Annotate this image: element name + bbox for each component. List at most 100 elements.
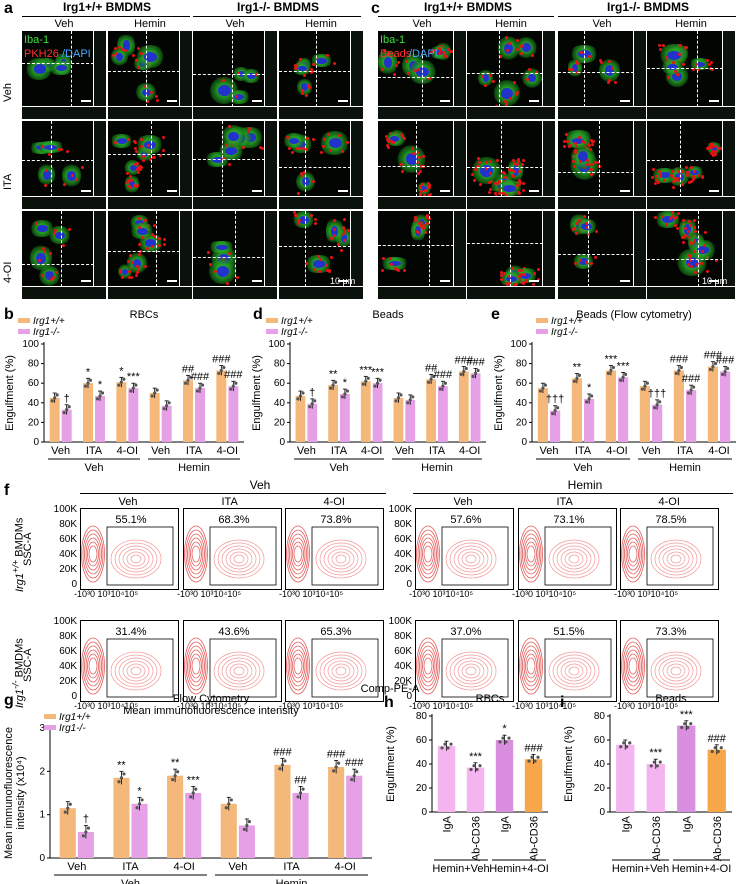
significance-mark: *** bbox=[371, 366, 385, 378]
particle bbox=[689, 255, 693, 259]
bar bbox=[149, 393, 160, 442]
f-ytick: 20K bbox=[394, 676, 412, 687]
contour-right bbox=[130, 666, 142, 676]
data-point bbox=[551, 411, 555, 416]
particle bbox=[594, 229, 598, 233]
data-point bbox=[711, 364, 715, 369]
flow-contours: 73.8% bbox=[286, 514, 379, 586]
particle bbox=[522, 189, 526, 193]
particle bbox=[579, 51, 583, 55]
significance-mark: ### bbox=[212, 354, 231, 366]
particle bbox=[588, 148, 592, 152]
contour-right bbox=[335, 666, 347, 676]
contour-right bbox=[126, 551, 146, 567]
particle bbox=[513, 161, 517, 165]
data-point bbox=[131, 386, 135, 390]
f-rule-veh bbox=[80, 493, 386, 494]
particle bbox=[574, 59, 578, 63]
data-point bbox=[296, 795, 300, 799]
particle bbox=[140, 137, 144, 141]
f-ytick: 60K bbox=[59, 534, 77, 545]
orthogonal-view bbox=[350, 31, 363, 119]
c-stain-iba1: Iba-1 bbox=[380, 34, 406, 46]
particle bbox=[438, 52, 442, 56]
data-point bbox=[449, 742, 453, 746]
data-point bbox=[195, 389, 200, 393]
flow-contours: 57.6% bbox=[416, 514, 509, 586]
orthogonal-view bbox=[279, 195, 363, 209]
particle bbox=[709, 151, 713, 155]
panel-label-h: h bbox=[384, 694, 394, 711]
legend-label: Irg1-/- bbox=[59, 723, 86, 734]
f-xtick: -10³0 10³10⁴10⁵ bbox=[74, 701, 139, 711]
data-point bbox=[361, 382, 365, 386]
chart-e-beads-flow: Beads (Flow cytometry) 0 20 40 60 80 100 Engulf… bbox=[493, 309, 736, 474]
contour-left bbox=[187, 645, 205, 687]
particle bbox=[676, 226, 680, 230]
micrograph-a bbox=[193, 211, 277, 299]
crosshair-h bbox=[279, 245, 352, 247]
bar bbox=[228, 386, 239, 442]
contour-left bbox=[522, 645, 540, 687]
significance-mark: † bbox=[83, 814, 89, 826]
particle bbox=[495, 158, 499, 162]
particle bbox=[676, 177, 680, 181]
particle bbox=[383, 49, 387, 53]
particle bbox=[709, 66, 713, 70]
particle bbox=[508, 41, 512, 45]
particle bbox=[502, 272, 506, 276]
particle bbox=[128, 175, 132, 179]
particle bbox=[419, 224, 423, 228]
contour-left bbox=[87, 653, 99, 679]
contour-left bbox=[289, 645, 307, 687]
data-point bbox=[173, 774, 177, 778]
particle bbox=[513, 170, 517, 174]
y-label: Mean immunofluorescence bbox=[3, 727, 15, 859]
data-point bbox=[396, 396, 401, 400]
particle bbox=[709, 146, 713, 150]
scale-bar bbox=[166, 280, 177, 283]
scale-bar bbox=[337, 100, 348, 103]
y-tick-label: 80 bbox=[594, 711, 606, 722]
particle bbox=[136, 65, 140, 69]
micrograph-c bbox=[647, 211, 735, 299]
crosshair-v bbox=[415, 121, 417, 197]
particle bbox=[137, 267, 141, 271]
significance-mark: *** bbox=[680, 709, 694, 721]
bar bbox=[346, 775, 363, 858]
data-point bbox=[298, 791, 303, 795]
particle bbox=[136, 265, 140, 268]
y-tick-label: 0 bbox=[39, 853, 45, 864]
significance-mark: ## bbox=[294, 775, 307, 787]
data-point bbox=[122, 772, 126, 776]
data-point bbox=[687, 391, 691, 395]
data-point bbox=[621, 375, 625, 379]
data-point bbox=[674, 371, 678, 375]
f-col-label: 4-OI bbox=[323, 496, 345, 508]
contour-right bbox=[666, 663, 686, 679]
particle bbox=[113, 46, 117, 50]
crosshair-v bbox=[499, 31, 501, 107]
contour-right bbox=[568, 554, 580, 564]
scale-bar bbox=[620, 100, 631, 103]
a-row-ita: ITA bbox=[2, 173, 14, 190]
particle bbox=[574, 221, 578, 225]
f-ytick: 40K bbox=[394, 661, 412, 672]
data-point bbox=[227, 802, 231, 806]
particle bbox=[685, 171, 689, 175]
contour-right bbox=[650, 651, 702, 691]
particle bbox=[712, 153, 716, 157]
particle bbox=[517, 269, 521, 273]
particle bbox=[133, 147, 137, 151]
particle bbox=[430, 51, 434, 55]
particle bbox=[296, 146, 300, 150]
data-point bbox=[137, 802, 142, 806]
micrograph-a bbox=[279, 211, 363, 299]
micrograph-c bbox=[558, 31, 646, 119]
particle bbox=[507, 274, 511, 278]
contour-left bbox=[290, 649, 306, 683]
particle bbox=[60, 147, 64, 151]
data-point bbox=[191, 791, 195, 795]
contour-right bbox=[110, 651, 162, 691]
f-yaxis-wt: SSC-A bbox=[22, 532, 34, 566]
